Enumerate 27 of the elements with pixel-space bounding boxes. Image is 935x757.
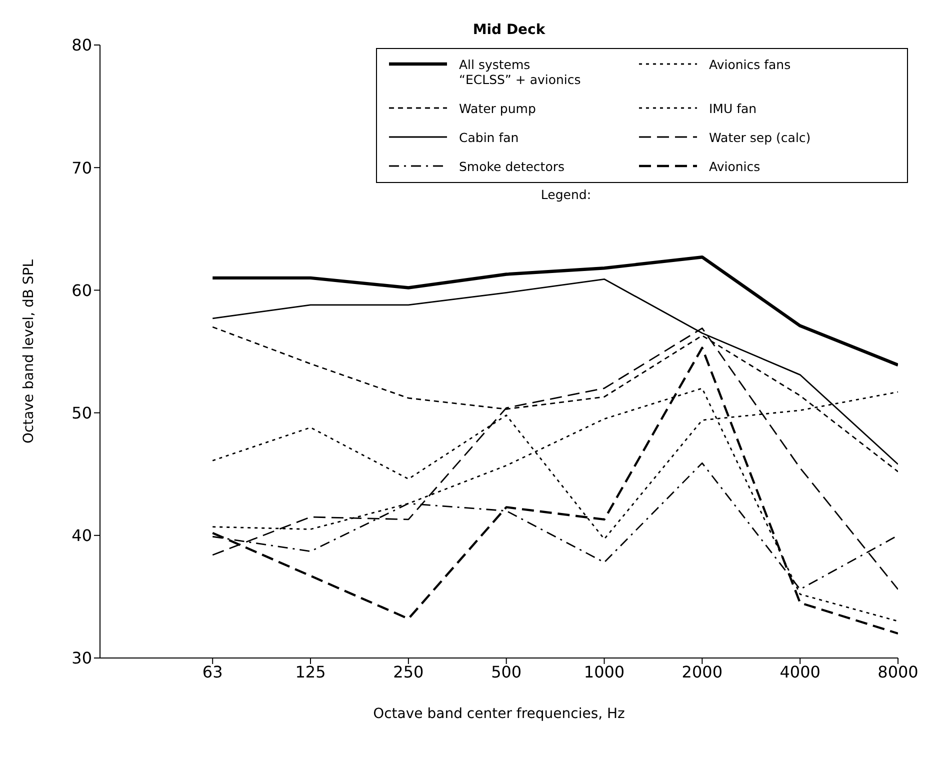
line-series: [211, 256, 898, 367]
legend-label: Cabin fan: [459, 130, 519, 145]
legend-label: Avionics: [709, 159, 760, 174]
x-axis-title: Octave band center frequencies, Hz: [373, 706, 625, 722]
legend-label: Smoke detectors: [459, 159, 565, 174]
y-tick-label: 80: [72, 36, 92, 55]
x-tick-label: 4000: [780, 662, 820, 682]
y-tick-label: 50: [72, 403, 92, 422]
legend-label: Water sep (calc): [709, 130, 811, 145]
x-tick-label: 250: [393, 662, 424, 682]
x-tick-label: 125: [295, 662, 326, 682]
y-tick-label: 30: [72, 648, 92, 668]
y-tick-label: 40: [72, 526, 92, 546]
x-tick-label: 2000: [682, 662, 723, 682]
legend-label: Avionics fans: [709, 57, 791, 72]
x-tick-label: 63: [202, 662, 223, 682]
x-tick-label: 8000: [878, 662, 918, 682]
legend-label: IMU fan: [709, 101, 757, 116]
chart-title: Mid Deck: [472, 22, 546, 38]
legend-label: Water pump: [459, 101, 536, 116]
legend-title: Legend:: [540, 187, 592, 202]
y-axis-title: Octave band level, dB SPL: [20, 259, 37, 444]
x-tick-label: 500: [491, 662, 522, 682]
y-tick-label: 60: [72, 280, 92, 300]
x-tick-label: 1000: [584, 662, 625, 682]
y-tick-label: 70: [72, 158, 92, 178]
legend-label: All systems “ECLSS” + avionics: [459, 57, 581, 87]
